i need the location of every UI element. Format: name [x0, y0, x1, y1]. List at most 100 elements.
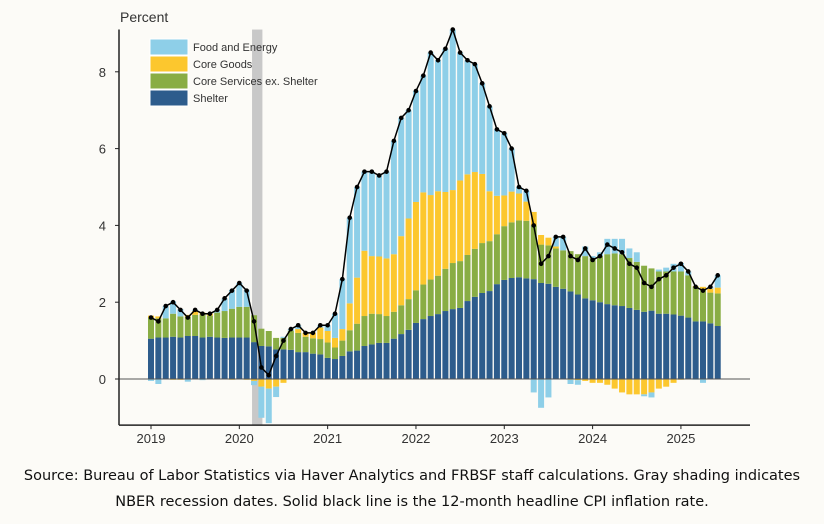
headline-cpi-point: [582, 246, 588, 251]
bar-core-goods: [427, 195, 434, 280]
bar-food-and-energy: [582, 246, 589, 257]
bar-shelter: [648, 310, 655, 379]
bar-core-services-ex-shelter: [619, 254, 626, 307]
bar-core-goods: [700, 286, 706, 289]
bar-shelter: [317, 354, 324, 379]
bar-food-and-energy: [538, 379, 545, 408]
headline-cpi-point: [251, 319, 257, 324]
bar-core-services-ex-shelter: [442, 268, 449, 312]
bar-core-services-ex-shelter: [228, 308, 235, 338]
bar-core-goods: [619, 379, 626, 393]
bar-shelter: [354, 350, 361, 379]
bar-food-and-energy: [626, 248, 633, 259]
headline-cpi-point: [428, 50, 433, 55]
bar-core-services-ex-shelter: [479, 243, 486, 293]
headline-cpi-point: [627, 261, 632, 267]
bar-shelter: [633, 309, 640, 379]
bar-core-services-ex-shelter: [258, 328, 265, 346]
bar-core-goods: [670, 379, 677, 383]
bar-core-goods: [626, 379, 633, 395]
bar-food-and-energy: [184, 379, 191, 382]
headline-cpi-point: [244, 288, 249, 293]
bar-core-goods: [604, 379, 611, 385]
bar-food-and-energy: [162, 306, 169, 319]
x-tick-label: 2021: [313, 431, 342, 446]
bar-core-services-ex-shelter: [700, 288, 706, 322]
x-tick-label: 2025: [666, 431, 695, 446]
bar-food-and-energy: [398, 117, 405, 237]
headline-cpi-point: [281, 338, 286, 343]
headline-cpi-point: [708, 284, 713, 290]
bar-core-services-ex-shelter: [435, 275, 442, 315]
bar-core-services-ex-shelter: [427, 279, 434, 317]
legend-label: Core Services ex. Shelter: [193, 76, 318, 88]
bar-core-goods: [530, 211, 537, 226]
bar-food-and-energy: [700, 379, 706, 383]
bar-shelter: [280, 349, 287, 379]
bar-core-goods: [596, 379, 603, 383]
bar-food-and-energy: [376, 175, 383, 257]
bar-core-goods: [707, 288, 714, 293]
bar-food-and-energy: [633, 252, 640, 262]
bar-shelter: [435, 314, 442, 379]
bar-core-services-ex-shelter: [383, 316, 390, 343]
bar-food-and-energy: [258, 386, 265, 418]
bar-shelter: [221, 337, 228, 379]
bar-core-services-ex-shelter: [361, 316, 368, 346]
bar-shelter: [309, 353, 316, 379]
bar-core-services-ex-shelter: [339, 340, 346, 356]
legend-label: Shelter: [193, 93, 228, 105]
bar-core-goods: [493, 195, 500, 235]
bar-food-and-energy: [221, 298, 228, 312]
bar-core-services-ex-shelter: [177, 316, 184, 338]
y-axis-label: Percent: [120, 9, 168, 25]
headline-cpi-point: [332, 311, 338, 317]
bar-core-services-ex-shelter: [648, 268, 655, 311]
bar-core-services-ex-shelter: [508, 222, 515, 279]
bar-shelter: [368, 344, 375, 379]
bar-food-and-energy: [516, 187, 522, 194]
bar-shelter: [530, 279, 537, 379]
headline-cpi-point: [443, 46, 448, 52]
y-tick-label: 2: [99, 295, 106, 310]
bar-food-and-energy: [251, 380, 258, 386]
bar-core-services-ex-shelter: [236, 306, 243, 338]
bar-core-services-ex-shelter: [655, 271, 662, 314]
bar-shelter: [493, 284, 500, 379]
bar-shelter: [427, 316, 434, 379]
headline-cpi-point: [303, 330, 308, 336]
bar-shelter: [685, 317, 692, 379]
headline-cpi-point: [494, 127, 500, 132]
bar-core-services-ex-shelter: [663, 271, 670, 314]
bar-food-and-energy: [435, 60, 442, 192]
bar-shelter: [619, 306, 626, 379]
bar-food-and-energy: [361, 171, 368, 251]
bar-core-services-ex-shelter: [376, 314, 383, 343]
bar-core-goods: [317, 327, 324, 340]
headline-cpi-point: [398, 115, 404, 121]
bar-core-goods: [280, 379, 287, 383]
bar-food-and-energy: [589, 256, 596, 259]
bar-shelter: [457, 307, 464, 379]
bar-shelter: [523, 278, 530, 379]
bar-core-services-ex-shelter: [287, 330, 294, 350]
bar-food-and-energy: [420, 75, 427, 193]
legend-swatch: [149, 55, 189, 73]
headline-cpi-point: [678, 261, 684, 267]
headline-cpi-point: [605, 242, 610, 247]
bar-core-services-ex-shelter: [567, 251, 574, 292]
cpi-contribution-chart: 0 2 4 6 8 2019 2020 2021 2022 2023 2024 2025 Food a…: [99, 9, 750, 446]
bar-core-goods: [295, 329, 302, 333]
headline-cpi-point: [479, 81, 485, 86]
bar-core-services-ex-shelter: [199, 314, 206, 338]
headline-cpi-point: [472, 61, 478, 67]
bar-core-services-ex-shelter: [148, 317, 154, 339]
bar-food-and-energy: [479, 83, 486, 174]
bar-shelter: [449, 309, 456, 379]
bar-shelter: [405, 329, 412, 379]
bar-core-goods: [398, 236, 405, 306]
y-tick-label: 6: [99, 142, 106, 157]
bar-shelter: [243, 337, 250, 379]
bar-core-services-ex-shelter: [192, 314, 199, 336]
bar-food-and-energy: [243, 289, 250, 307]
